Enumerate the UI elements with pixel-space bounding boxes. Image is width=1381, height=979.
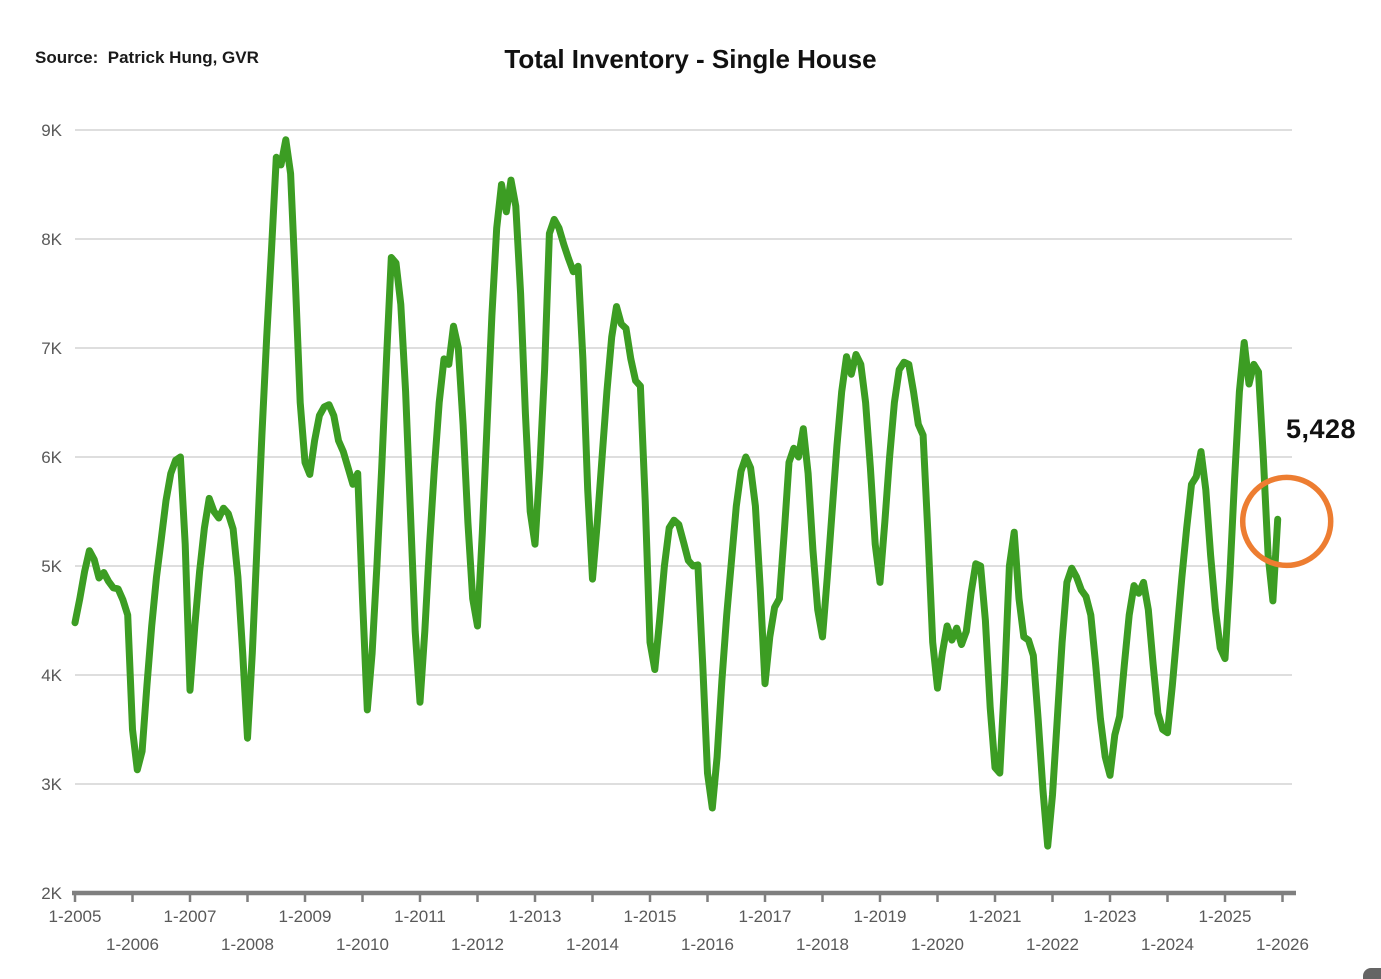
y-axis-tick-label: 5K [41,557,62,576]
x-axis-tick-label: 1-2012 [451,935,504,954]
x-axis-tick-label: 1-2017 [739,907,792,926]
chart-title: Total Inventory - Single House [504,44,877,74]
x-axis-tick-label: 1-2020 [911,935,964,954]
x-axis-tick-label: 1-2025 [1199,907,1252,926]
last-point-highlight-circle [1239,474,1334,569]
inventory-line [71,136,1282,850]
x-axis-tick-label: 1-2026 [1256,935,1309,954]
x-axis-tick-label: 1-2010 [336,935,389,954]
x-axis-tick-label: 1-2014 [566,935,619,954]
x-axis-tick-label: 1-2022 [1026,935,1079,954]
x-axis-tick-label: 1-2005 [49,907,102,926]
source-label: Source: Patrick Hung, GVR [35,48,259,67]
last-value-annotation: 5,428 [1286,414,1357,444]
x-axis-tick-label: 1-2008 [221,935,274,954]
y-axis-tick-label: 7K [41,339,62,358]
x-axis-tick-label: 1-2009 [279,907,332,926]
x-axis-tick-label: 1-2016 [681,935,734,954]
x-axis-tick-label: 1-2007 [164,907,217,926]
x-axis-tick-label: 1-2023 [1084,907,1137,926]
y-axis-tick-label: 4K [41,666,62,685]
x-axis-tick-label: 1-2024 [1141,935,1194,954]
y-axis-tick-label: 3K [41,775,62,794]
x-axis-tick-label: 1-2013 [509,907,562,926]
x-axis-tick-label: 1-2011 [394,907,446,926]
x-axis-tick-label: 1-2015 [624,907,677,926]
cropped-corner-artifact [1363,968,1381,979]
y-axis-tick-label: 8K [41,230,62,249]
x-axis-tick-label: 1-2021 [969,907,1022,926]
y-axis-tick-label: 2K [41,884,62,903]
x-axis-tick-label: 1-2006 [106,935,159,954]
x-axis-tick-label: 1-2018 [796,935,849,954]
y-axis-tick-label: 6K [41,448,62,467]
x-axis-tick-label: 1-2019 [854,907,907,926]
y-axis-tick-label: 9K [41,121,62,140]
